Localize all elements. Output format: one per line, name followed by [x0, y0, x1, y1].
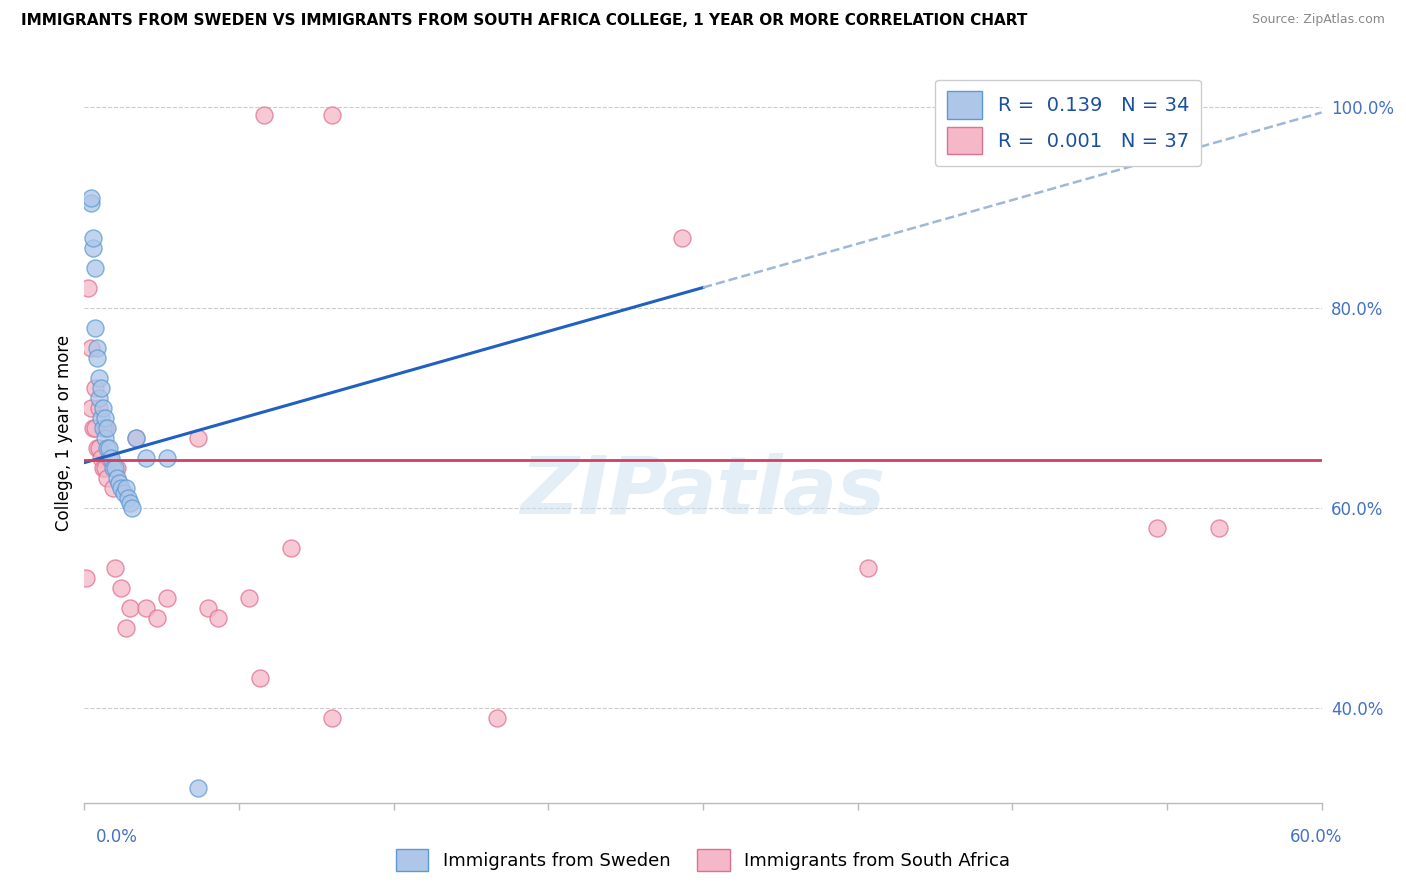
Point	[125, 431, 148, 445]
Text: 60.0%: 60.0%	[1291, 828, 1343, 846]
Point	[94, 420, 117, 434]
Point	[187, 780, 209, 795]
Point	[135, 450, 157, 465]
Point	[87, 401, 110, 415]
Point	[82, 230, 104, 244]
Point	[110, 481, 132, 495]
Point	[207, 610, 229, 624]
Point	[91, 420, 114, 434]
Point	[253, 108, 276, 122]
Point	[83, 320, 105, 334]
Point	[121, 500, 143, 515]
Text: ZIPatlas: ZIPatlas	[520, 453, 886, 531]
Point	[114, 481, 136, 495]
Text: IMMIGRANTS FROM SWEDEN VS IMMIGRANTS FROM SOUTH AFRICA COLLEGE, 1 YEAR OR MORE C: IMMIGRANTS FROM SWEDEN VS IMMIGRANTS FRO…	[21, 13, 1028, 29]
Point	[98, 441, 121, 455]
Legend: R =  0.139   N = 34, R =  0.001   N = 37: R = 0.139 N = 34, R = 0.001 N = 37	[935, 79, 1201, 166]
Point	[197, 600, 219, 615]
Point	[118, 600, 141, 615]
Point	[79, 341, 101, 355]
Point	[87, 370, 110, 384]
Point	[96, 441, 118, 455]
Point	[321, 108, 343, 122]
Point	[96, 470, 118, 484]
Point	[103, 460, 125, 475]
Point	[90, 381, 112, 395]
Point	[110, 581, 132, 595]
Point	[94, 431, 117, 445]
Point	[249, 671, 271, 685]
Point	[856, 560, 879, 574]
Point	[117, 491, 139, 505]
Point	[87, 391, 110, 405]
Point	[100, 450, 122, 465]
Point	[90, 410, 112, 425]
Point	[94, 410, 117, 425]
Point	[485, 711, 508, 725]
Point	[125, 431, 148, 445]
Y-axis label: College, 1 year or more: College, 1 year or more	[55, 334, 73, 531]
Point	[108, 475, 131, 490]
Point	[83, 420, 105, 434]
Point	[238, 591, 260, 605]
Point	[114, 621, 136, 635]
Point	[77, 280, 100, 294]
Point	[82, 240, 104, 255]
Text: 0.0%: 0.0%	[96, 828, 138, 846]
Point	[87, 441, 110, 455]
Point	[83, 260, 105, 275]
Point	[90, 450, 112, 465]
Point	[105, 470, 128, 484]
Point	[321, 711, 343, 725]
Point	[79, 401, 101, 415]
Point	[91, 460, 114, 475]
Legend: Immigrants from Sweden, Immigrants from South Africa: Immigrants from Sweden, Immigrants from …	[388, 842, 1018, 879]
Point	[91, 401, 114, 415]
Point	[280, 541, 302, 555]
Point	[1146, 521, 1168, 535]
Point	[145, 610, 167, 624]
Point	[75, 571, 97, 585]
Point	[105, 460, 128, 475]
Point	[98, 450, 121, 465]
Point	[118, 496, 141, 510]
Point	[86, 351, 108, 365]
Point	[94, 460, 117, 475]
Point	[83, 381, 105, 395]
Point	[82, 420, 104, 434]
Point	[86, 341, 108, 355]
Point	[79, 190, 101, 204]
Point	[112, 485, 135, 500]
Point	[86, 441, 108, 455]
Point	[1208, 521, 1230, 535]
Point	[79, 195, 101, 210]
Point	[156, 591, 179, 605]
Point	[156, 450, 179, 465]
Point	[104, 560, 127, 574]
Point	[103, 481, 125, 495]
Point	[96, 420, 118, 434]
Point	[135, 600, 157, 615]
Point	[187, 431, 209, 445]
Point	[104, 460, 127, 475]
Point	[671, 230, 693, 244]
Text: Source: ZipAtlas.com: Source: ZipAtlas.com	[1251, 13, 1385, 27]
